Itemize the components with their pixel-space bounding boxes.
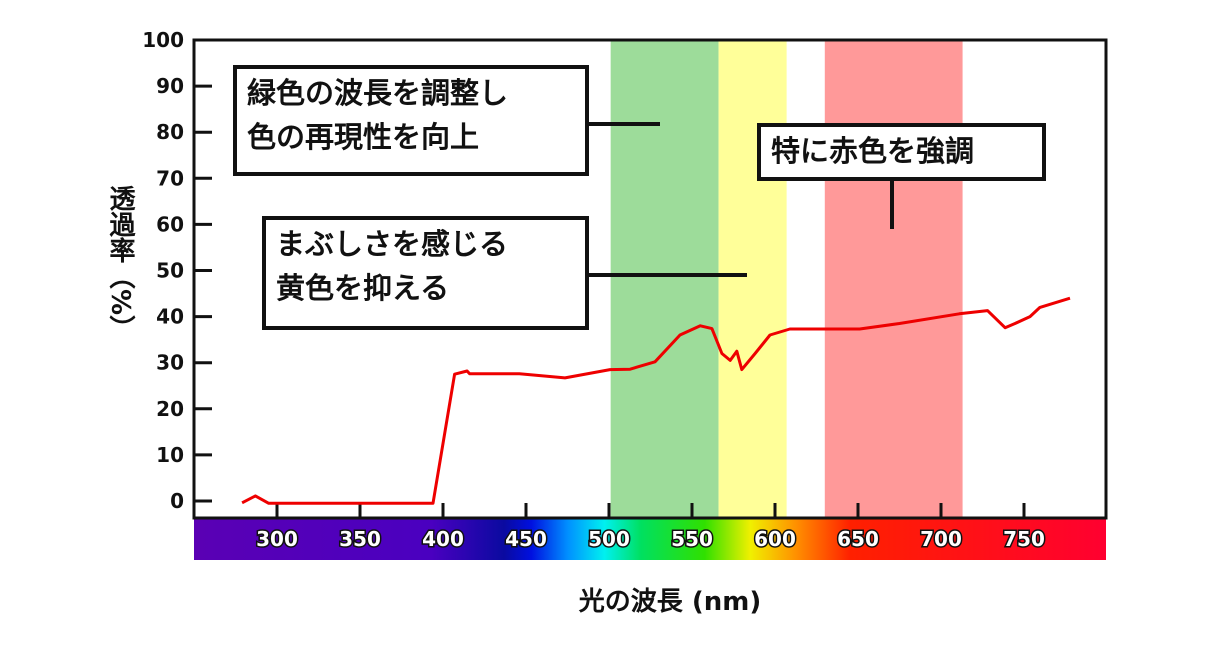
x-tick-label: 400 xyxy=(422,527,464,551)
y-tick-label: 50 xyxy=(156,259,184,283)
x-tick-label: 300 xyxy=(256,527,298,551)
y-tick-label: 100 xyxy=(142,28,184,52)
y-tick-label: 70 xyxy=(156,166,184,190)
annotation-line: 色の再現性を向上 xyxy=(247,120,480,154)
x-tick-label: 750 xyxy=(1003,527,1045,551)
y-tick-label: 80 xyxy=(156,120,184,144)
annotation-line: まぶしさを感じる xyxy=(276,227,509,261)
y-tick-label: 40 xyxy=(156,305,184,329)
highlight-bands xyxy=(610,40,963,518)
y-tick-label: 20 xyxy=(156,397,184,421)
wavelength-band xyxy=(610,40,719,518)
wavelength-band xyxy=(824,40,963,518)
annotation-line: 特に赤色を強調 xyxy=(771,134,975,168)
annotation-red: 特に赤色を強調 xyxy=(757,123,1046,181)
x-axis-label: 光の波長 (nm) xyxy=(578,587,761,617)
y-axis-label: 透過率（%） xyxy=(105,185,135,342)
wavelength-band xyxy=(718,40,787,518)
x-tick-label: 450 xyxy=(505,527,547,551)
plot-frame xyxy=(192,38,1108,520)
spectrum-bar xyxy=(194,518,1106,560)
y-tick-label: 60 xyxy=(156,212,184,236)
y-tick-label: 10 xyxy=(156,443,184,467)
x-tick-label: 650 xyxy=(837,527,879,551)
y-tick-label: 30 xyxy=(156,351,184,375)
transmittance-line xyxy=(241,296,1071,505)
y-tick-label: 0 xyxy=(170,489,184,513)
x-tick-label: 550 xyxy=(671,527,713,551)
x-tick-label: 500 xyxy=(588,527,630,551)
y-tick-label: 90 xyxy=(156,74,184,98)
x-tick-label: 350 xyxy=(339,527,381,551)
x-tick-label: 600 xyxy=(754,527,796,551)
annotation-line: 緑色の波長を調整し xyxy=(247,76,509,110)
annotation-green: 緑色の波長を調整し 色の再現性を向上 xyxy=(233,65,589,176)
annotation-line: 黄色を抑える xyxy=(276,271,450,305)
annotation-yellow: まぶしさを感じる 黄色を抑える xyxy=(262,216,589,330)
x-tick-label: 700 xyxy=(920,527,962,551)
